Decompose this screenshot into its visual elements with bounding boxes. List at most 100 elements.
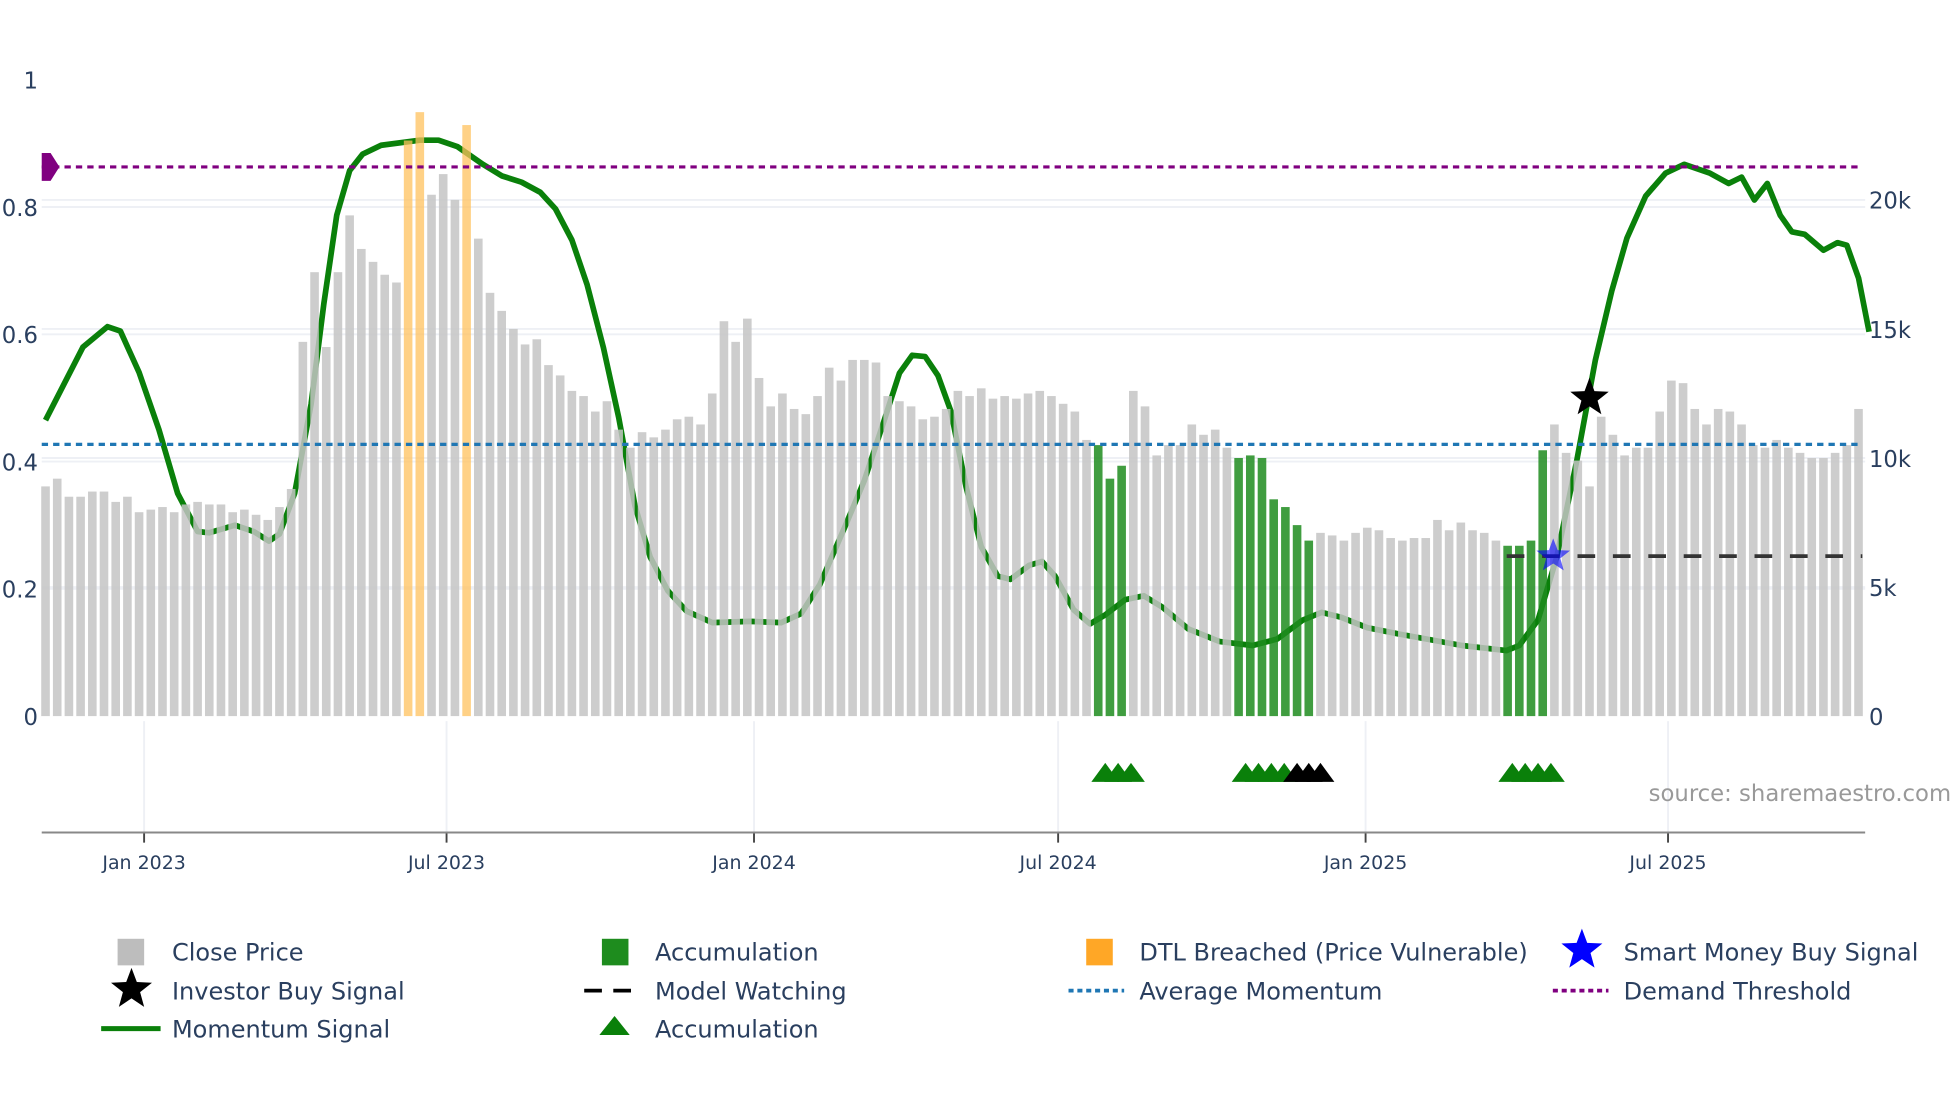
close-price-bar [1152,455,1162,717]
close-price-bar [953,390,963,717]
close-price-bar [1351,532,1360,717]
close-price-bar [719,321,729,717]
close-price-bar [1620,455,1629,717]
close-price-bar [509,328,518,717]
legend-dtl-breached[interactable]: DTL Breached (Price Vulnerable) [1139,938,1527,966]
close-price-bar [1433,519,1442,717]
close-price-bar [672,419,682,717]
close-price-bar [754,377,764,717]
legend-demand-threshold[interactable]: Demand Threshold [1624,978,1852,1006]
accumulation-bar [1304,540,1314,717]
close-price-bar [520,344,530,717]
threshold-marker-icon [41,152,60,181]
close-price-bar [368,261,378,717]
close-price-bar [789,408,799,717]
close-price-bar [111,501,121,717]
close-price-bar [1398,540,1407,717]
legend-average-momentum[interactable]: Average Momentum [1139,978,1382,1006]
accumulation-bar [1515,545,1524,717]
legend-smart-money[interactable]: Smart Money Buy Signal [1624,938,1919,966]
dtl-breached-bar [462,125,471,717]
source-note: source: sharemaestro.com [1649,781,1951,807]
triangle-icon [599,1015,630,1035]
close-price-bar [976,388,986,717]
close-price-bar [1058,403,1068,717]
close-price-bar [1199,434,1208,717]
reference-lines [41,152,1863,558]
dtl-breached-bar [403,140,413,717]
close-price-bar [427,194,436,717]
y-right-tick-label: 10k [1869,447,1912,473]
close-price-bar [497,310,506,717]
close-price-bar [1164,445,1173,717]
close-price-bar [450,199,460,717]
close-price-bar [1690,408,1700,717]
close-price-bar [41,486,50,717]
y-left-tick-label: 0.6 [2,323,38,349]
close-price-bar [661,429,670,717]
momentum-signal-line [42,137,1872,654]
close-price-bar [1678,383,1688,717]
close-price-bar [1444,530,1454,717]
legend-accumulation-bars[interactable]: Accumulation [655,938,819,966]
close-price-bar [614,429,623,717]
close-price-bar [1187,424,1197,717]
close-price-bar [941,408,951,717]
close-price-bar [602,401,612,717]
close-price-bar [930,416,939,717]
y-left-tick-label: 1 [23,69,37,95]
blue-star-icon [1561,928,1603,968]
close-price-bar [345,215,354,717]
close-price-bar [1210,429,1220,717]
close-price-bar [485,292,495,717]
close-price-bar [1047,396,1056,717]
legend-accumulation-triangles[interactable]: Accumulation [655,1015,819,1043]
legend-investor-buy[interactable]: Investor Buy Signal [172,978,405,1006]
close-price-bar [1725,411,1735,717]
momentum-line-layer [42,137,1872,654]
close-price-bar [743,318,752,717]
close-price-bar [696,424,705,717]
close-price-bar [684,416,694,717]
accumulation-triangle-icon [1117,762,1145,782]
close-price-bar [76,496,85,717]
close-price-bar [99,491,109,717]
close-price-bar [778,393,787,717]
accumulation-triangle-black-icon [1306,762,1335,782]
close-price-bar [310,272,319,717]
close-price-bar [263,519,273,717]
close-price-bar [1667,380,1676,717]
close-price-bar [321,347,331,717]
close-price-bar [1468,530,1477,717]
close-price-bar [707,393,717,717]
close-price-bar [965,396,974,717]
close-price-bar [1175,445,1185,717]
y-left-tick-label: 0 [23,705,37,731]
x-tick-label: Jan 2025 [1323,852,1408,874]
accumulation-bar [1105,478,1115,717]
close-price-bar [88,491,97,717]
close-price-bar [204,504,214,717]
close-price-bar [1409,538,1419,717]
legend-model-watching[interactable]: Model Watching [655,978,847,1006]
close-price-bar [766,406,776,717]
y-left-tick-label: 0.2 [2,578,38,604]
close-price-bar [1830,452,1840,717]
smart-money-star-icon [1536,538,1571,571]
close-price-bar [52,478,62,717]
close-price-bar [1035,390,1045,717]
close-price-bar [158,507,167,717]
close-price-bar [357,248,366,717]
legend-close-price[interactable]: Close Price [172,938,304,966]
close-price-bar [474,238,483,717]
accumulation-bar [1503,545,1512,717]
close-price-bar [637,432,647,717]
close-price-bar [1854,408,1863,717]
legend-dtl-swatch [1086,938,1113,966]
investor-buy-star-icon [1570,377,1609,415]
legend-momentum-signal[interactable]: Momentum Signal [172,1015,390,1043]
close-price-bar [1807,458,1817,717]
close-price-bar [275,507,284,717]
